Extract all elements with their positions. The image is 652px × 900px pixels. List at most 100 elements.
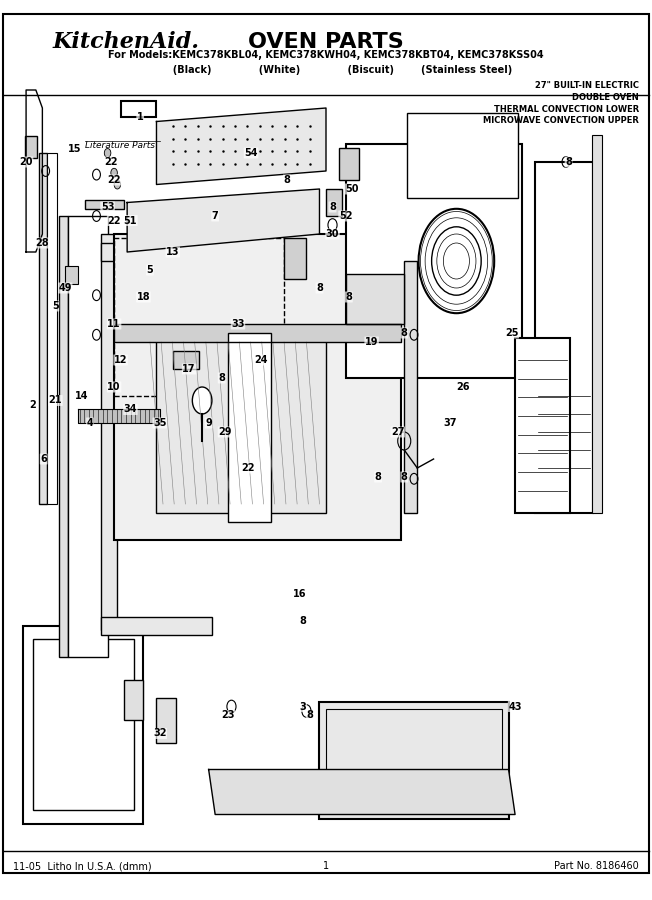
Polygon shape [127,189,319,252]
Circle shape [328,219,337,231]
Text: 3: 3 [300,701,306,712]
Bar [101,234,117,630]
Text: 8: 8 [375,472,381,482]
Text: 15: 15 [68,143,82,154]
Text: 6: 6 [40,454,47,464]
Bar [284,238,306,279]
Polygon shape [78,410,160,423]
Text: 11-05  Litho In U.S.A. (dmm): 11-05 Litho In U.S.A. (dmm) [13,861,152,871]
Bar [65,266,78,284]
Text: 2: 2 [29,400,36,410]
Text: 54: 54 [244,148,258,158]
Text: 14: 14 [75,391,88,401]
Text: 49: 49 [59,283,72,293]
Bar [68,216,108,657]
Circle shape [114,180,121,189]
Bar [319,702,509,819]
Text: 8: 8 [316,283,323,293]
Bar [39,153,47,504]
Text: 8: 8 [300,616,306,626]
Text: 51: 51 [124,215,137,226]
Text: 22: 22 [241,463,254,473]
Bar [346,144,522,378]
Text: 27: 27 [391,427,404,437]
Circle shape [104,148,111,157]
Text: 12: 12 [114,355,127,365]
Text: 22: 22 [108,175,121,185]
Text: 17: 17 [183,364,196,374]
Bar [33,639,134,810]
Text: 1: 1 [137,112,143,122]
Text: 11: 11 [108,319,121,329]
Text: 5: 5 [52,301,59,311]
Text: 1: 1 [323,861,329,871]
Text: 25: 25 [505,328,518,338]
Bar [114,234,401,540]
Bar [124,680,143,720]
Polygon shape [156,108,326,184]
Text: 7: 7 [212,211,218,221]
Text: (Black)              (White)              (Biscuit)        (Stainless Steel): (Black) (White) (Biscuit) (Stainless Ste… [140,65,512,75]
Bar [101,616,212,634]
Text: 8: 8 [401,472,408,482]
Bar [101,243,212,261]
Bar [121,101,156,117]
Text: 34: 34 [124,404,137,415]
Bar [326,709,502,812]
Bar [47,153,57,504]
Bar [346,274,404,324]
Circle shape [302,705,311,717]
Text: 37: 37 [443,418,456,428]
Text: 23: 23 [222,710,235,721]
Text: 50: 50 [346,184,359,194]
Bar [156,333,326,513]
Bar [114,238,284,396]
Text: OVEN PARTS: OVEN PARTS [248,32,404,51]
Bar [592,135,602,513]
Text: 27" BUILT-IN ELECTRIC
DOUBLE OVEN
THERMAL CONVECTION LOWER
MICROWAVE CONVECTION : 27" BUILT-IN ELECTRIC DOUBLE OVEN THERMA… [483,81,639,125]
Text: 28: 28 [36,238,49,248]
Bar [25,136,37,158]
Text: 8: 8 [346,292,352,302]
Text: 43: 43 [509,701,522,712]
Text: 19: 19 [365,337,378,347]
Text: Part No. 8186460: Part No. 8186460 [554,861,639,871]
Text: Literature Parts: Literature Parts [85,141,155,150]
Text: 22: 22 [108,215,121,226]
Text: 30: 30 [326,229,339,239]
Text: 18: 18 [137,292,150,302]
Bar [535,162,593,513]
Bar [156,698,176,742]
Text: 8: 8 [401,328,408,338]
Text: 4: 4 [87,418,93,428]
Bar [228,333,271,522]
Polygon shape [26,90,42,252]
Text: 29: 29 [218,427,231,437]
Text: 5: 5 [147,265,153,275]
Bar [59,216,68,657]
Bar [339,148,359,180]
Text: 33: 33 [231,319,244,329]
Text: For Models:KEMC378KBL04, KEMC378KWH04, KEMC378KBT04, KEMC378KSS04: For Models:KEMC378KBL04, KEMC378KWH04, K… [108,50,544,59]
Bar [85,200,124,209]
Text: 52: 52 [339,211,352,221]
Bar [23,626,143,824]
Text: 8: 8 [329,202,336,212]
Text: 35: 35 [153,418,166,428]
Text: 13: 13 [166,247,179,257]
Polygon shape [114,324,401,342]
Text: 9: 9 [205,418,212,428]
Text: 10: 10 [108,382,121,392]
Text: 21: 21 [49,395,62,406]
Bar [5,98,647,848]
Text: 16: 16 [293,589,306,599]
Text: 8: 8 [218,373,225,383]
Bar [326,189,342,216]
Text: 22: 22 [104,157,117,167]
Circle shape [111,168,117,177]
Circle shape [227,700,236,713]
Text: 8: 8 [565,157,572,167]
Circle shape [192,387,212,414]
Text: 8: 8 [306,710,313,721]
Text: KitchenAid.: KitchenAid. [52,32,199,53]
